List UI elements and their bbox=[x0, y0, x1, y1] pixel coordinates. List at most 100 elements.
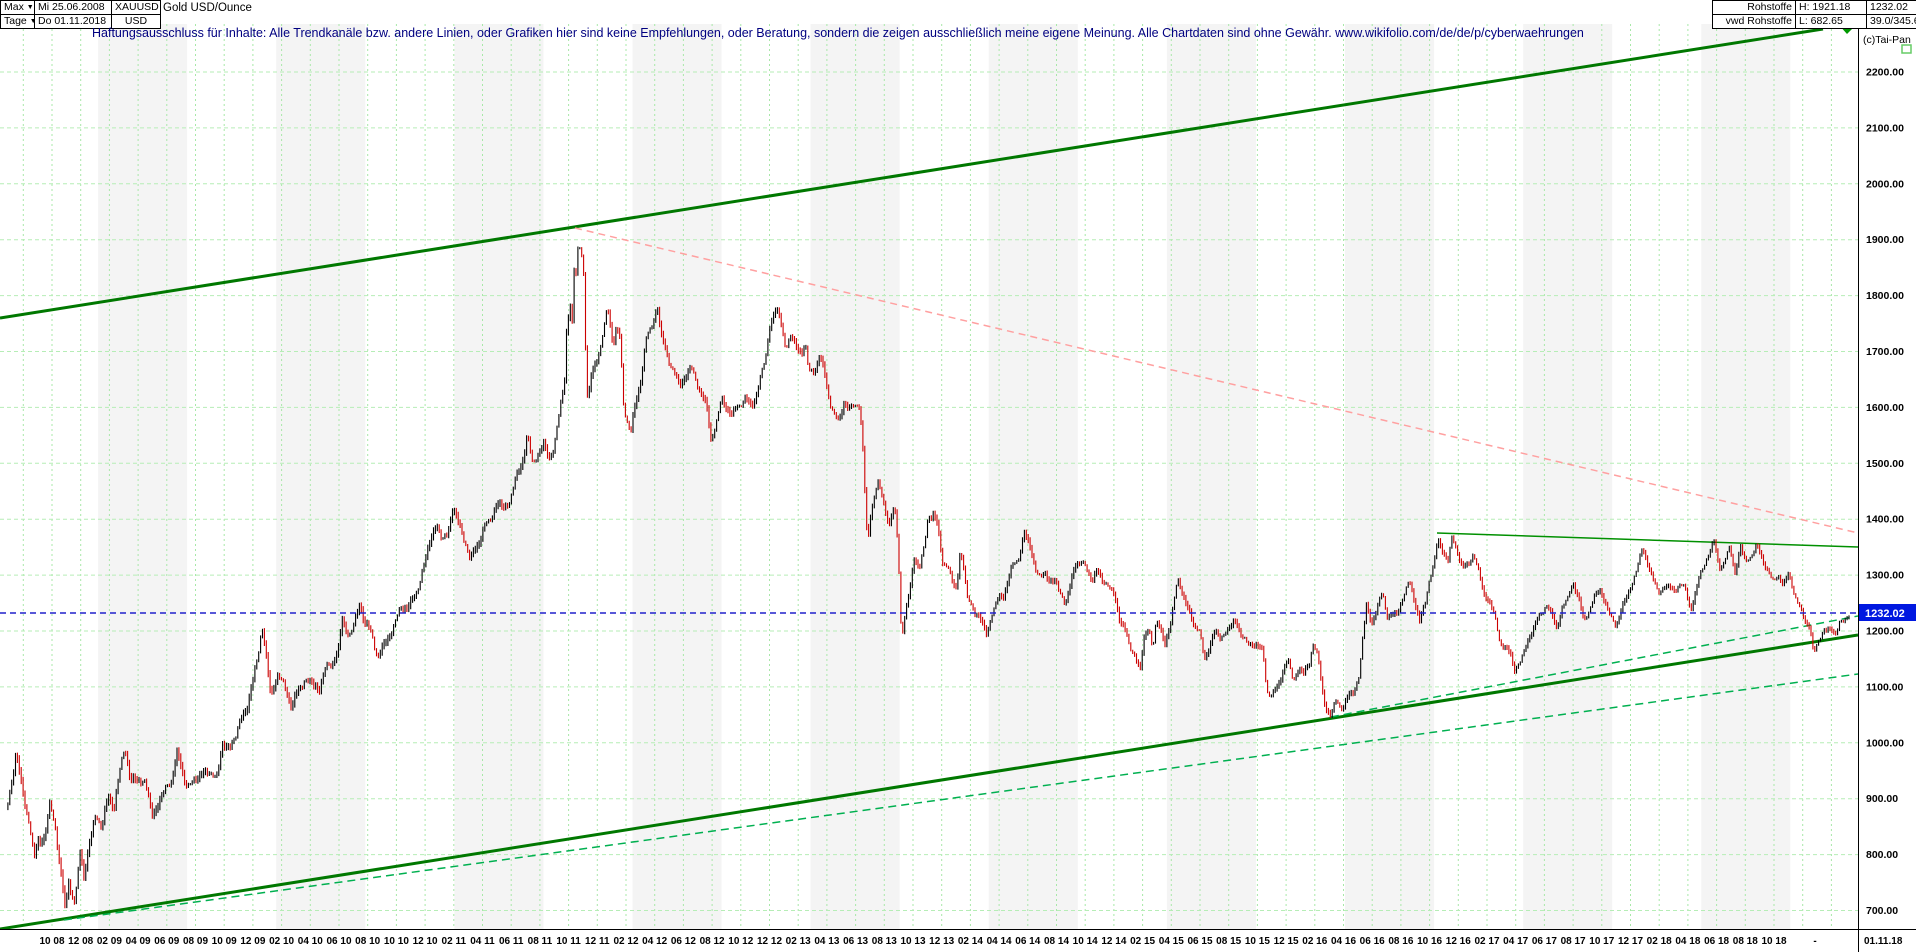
x-axis-label: 10 11 bbox=[556, 936, 581, 947]
x-axis-label: 06 12 bbox=[671, 936, 696, 947]
x-axis-label: 04 18 bbox=[1675, 936, 1700, 947]
half-year-band bbox=[276, 24, 366, 929]
upper-channel-line[interactable] bbox=[0, 27, 1824, 320]
resize-handle-icon[interactable] bbox=[1901, 44, 1912, 54]
symbol-field[interactable]: XAUUSD bbox=[112, 1, 161, 15]
price-series-up-bars bbox=[7, 246, 1850, 909]
half-year-band bbox=[1523, 24, 1613, 929]
last-price-label: 1232.02 bbox=[1867, 1, 1916, 15]
range-dropdown[interactable]: Max ▼ bbox=[1, 1, 35, 15]
x-axis-label: 02 17 bbox=[1474, 936, 1499, 947]
y-axis-label: 1200.00 bbox=[1866, 626, 1904, 638]
x-axis-label: 04 16 bbox=[1331, 936, 1356, 947]
plot-area[interactable] bbox=[0, 24, 1858, 929]
x-axis-label: 08 16 bbox=[1388, 936, 1413, 947]
x-axis-label: 08 13 bbox=[872, 936, 897, 947]
x-axis-label: 04 09 bbox=[126, 936, 151, 947]
y-axis-label: 1700.00 bbox=[1866, 346, 1904, 358]
x-axis-label: 02 10 bbox=[269, 936, 294, 947]
x-axis-label: 06 09 bbox=[154, 936, 179, 947]
x-axis-label: 12 11 bbox=[585, 936, 610, 947]
x-axis-label: 04 17 bbox=[1503, 936, 1528, 947]
x-axis-label: 04 12 bbox=[642, 936, 667, 947]
lower-channel-line[interactable] bbox=[0, 633, 1858, 929]
half-year-band bbox=[632, 24, 722, 929]
y-axis-label: 800.00 bbox=[1866, 849, 1898, 861]
x-axis-label: 02 15 bbox=[1130, 936, 1155, 947]
y-axis-label: 1600.00 bbox=[1866, 402, 1904, 414]
half-year-band bbox=[1345, 24, 1435, 929]
x-axis-label: 06 15 bbox=[1187, 936, 1212, 947]
range-label: Max bbox=[4, 1, 24, 13]
x-axis-label: 12 08 bbox=[68, 936, 93, 947]
x-axis-label: 06 17 bbox=[1532, 936, 1557, 947]
x-axis-label: 08 18 bbox=[1733, 936, 1758, 947]
x-axis-label: 12 17 bbox=[1618, 936, 1643, 947]
x-axis-label: 10 17 bbox=[1589, 936, 1614, 947]
chevron-down-icon: ▼ bbox=[26, 4, 34, 11]
half-year-band bbox=[988, 24, 1078, 929]
x-axis-label: 08 15 bbox=[1216, 936, 1241, 947]
period-low-label: L: 682.65 bbox=[1796, 15, 1867, 29]
quote-header: Rohstoffe vwd Rohstoffe H: 1921.18 L: 68… bbox=[1712, 0, 1916, 29]
x-axis-label: 04 11 bbox=[470, 936, 495, 947]
y-axis-label: 2200.00 bbox=[1866, 67, 1904, 79]
half-year-band bbox=[1166, 24, 1256, 929]
x-axis-label: 02 18 bbox=[1647, 936, 1672, 947]
x-axis-dash-label: - bbox=[1813, 936, 1816, 947]
feed-label: Rohstoffe bbox=[1713, 1, 1796, 15]
y-axis-label: 2100.00 bbox=[1866, 122, 1904, 134]
x-axis-label: 08 09 bbox=[183, 936, 208, 947]
x-axis-label: 02 13 bbox=[786, 936, 811, 947]
x-axis-label: 04 10 bbox=[298, 936, 323, 947]
x-axis-label: 10 15 bbox=[1245, 936, 1270, 947]
x-axis-label: 12 09 bbox=[240, 936, 265, 947]
y-axis-label: 1900.00 bbox=[1866, 234, 1904, 246]
half-year-band bbox=[454, 24, 544, 929]
volume-label: 39.0/345.6 bbox=[1867, 15, 1916, 29]
x-axis-label: 12 16 bbox=[1446, 936, 1471, 947]
x-axis-label: 10 09 bbox=[212, 936, 237, 947]
x-axis-label: 06 10 bbox=[326, 936, 351, 947]
x-axis-label: 10 18 bbox=[1761, 936, 1786, 947]
x-axis-label: 08 17 bbox=[1561, 936, 1586, 947]
half-year-band bbox=[98, 24, 188, 929]
wedge-top-line[interactable] bbox=[1436, 532, 1858, 548]
x-axis-label: 04 15 bbox=[1159, 936, 1184, 947]
date-to-field[interactable]: Do 01.11.2018 bbox=[35, 15, 112, 29]
disclaimer-text: Haftungsausschluss für Inhalte: Alle Tre… bbox=[92, 26, 1584, 40]
period-label: Tage bbox=[4, 15, 27, 27]
date-from-field[interactable]: Mi 25.06.2008 bbox=[35, 1, 112, 15]
long-term-support-dashed[interactable] bbox=[63, 673, 1858, 921]
x-axis-label: 10 12 bbox=[728, 936, 753, 947]
x-axis-label: 12 12 bbox=[757, 936, 782, 947]
x-axis-label: 02 16 bbox=[1302, 936, 1327, 947]
resistance-from-2011-peak[interactable] bbox=[574, 227, 1858, 534]
price-series-down-bars bbox=[16, 247, 1844, 909]
x-axis-label: 08 11 bbox=[528, 936, 553, 947]
y-axis-label: 700.00 bbox=[1866, 905, 1898, 917]
x-axis-corner-date: 01.11.18 bbox=[1864, 936, 1903, 947]
support-from-2015-low-dashed[interactable] bbox=[1330, 615, 1858, 718]
x-axis-label: 04 14 bbox=[987, 936, 1012, 947]
x-axis-label: 08 12 bbox=[700, 936, 725, 947]
period-high-label: H: 1921.18 bbox=[1796, 1, 1867, 15]
x-axis-label: 02 09 bbox=[97, 936, 122, 947]
x-axis-label: 08 14 bbox=[1044, 936, 1069, 947]
x-axis-label: 06 14 bbox=[1015, 936, 1040, 947]
y-axis-label: 1500.00 bbox=[1866, 458, 1904, 470]
x-axis-label: 06 16 bbox=[1360, 936, 1385, 947]
x-axis-label: 04 13 bbox=[814, 936, 839, 947]
feed-vendor-label: vwd Rohstoffe bbox=[1713, 15, 1796, 29]
y-axis-label: 1300.00 bbox=[1866, 570, 1904, 582]
period-dropdown[interactable]: Tage ▼ bbox=[1, 15, 35, 29]
x-axis-label: 08 10 bbox=[355, 936, 380, 947]
x-axis-label: 12 13 bbox=[929, 936, 954, 947]
y-axis-label: 1100.00 bbox=[1866, 681, 1904, 693]
y-axis-label: 2000.00 bbox=[1866, 178, 1904, 190]
chart-title: Gold USD/Ounce bbox=[163, 2, 252, 14]
currency-label: USD bbox=[112, 15, 161, 29]
x-axis-label: 06 11 bbox=[499, 936, 524, 947]
price-tag-label: 1232.02 bbox=[1865, 608, 1905, 620]
